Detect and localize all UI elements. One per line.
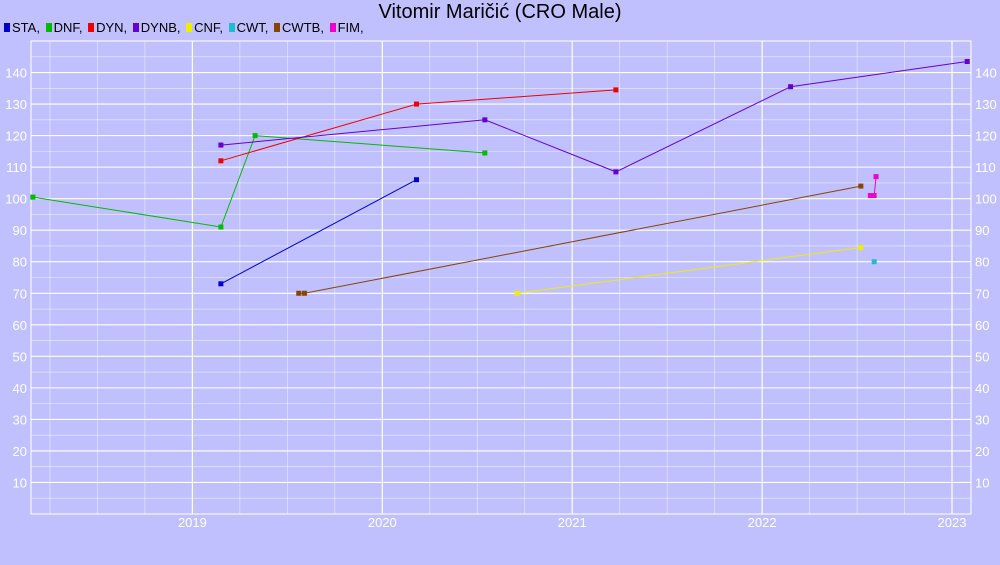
y-tick-label-left: 140 (5, 66, 27, 81)
y-tick-label-right: 110 (975, 160, 996, 175)
data-point-dynb (964, 58, 970, 64)
data-point-dynb (482, 117, 488, 123)
y-tick-label-right: 130 (975, 97, 997, 112)
y-tick-label-left: 100 (5, 192, 27, 207)
data-point-cwt (871, 259, 877, 265)
legend-swatch (274, 23, 281, 32)
data-point-cnf (514, 290, 520, 296)
x-tick-label: 2020 (368, 515, 397, 530)
legend-item-cwtb: CWTB, (274, 20, 328, 35)
data-point-sta (413, 177, 419, 183)
data-point-dynb (218, 142, 224, 148)
data-point-fim (873, 174, 879, 180)
data-point-dnf (482, 150, 488, 156)
data-point-dnf (30, 194, 36, 200)
data-point-cwtb (301, 290, 307, 296)
series-line-cnf (517, 247, 861, 294)
data-point-cwtb (858, 183, 864, 189)
data-point-fim (867, 193, 873, 199)
y-tick-label-right: 120 (975, 129, 997, 144)
data-point-dyn (413, 101, 419, 107)
y-tick-label-left: 50 (13, 349, 27, 364)
data-point-cwtb (296, 290, 302, 296)
legend-label: CWT, (236, 20, 269, 35)
x-tick-label: 2022 (748, 515, 777, 530)
legend-item-fim: FIM, (329, 20, 364, 35)
y-tick-label-left: 30 (13, 412, 27, 427)
y-tick-label-left: 120 (5, 129, 27, 144)
legend-swatch (329, 23, 336, 32)
y-tick-label-left: 70 (13, 286, 27, 301)
legend-item-dynb: DYNB, (132, 20, 184, 35)
y-tick-label-left: 10 (13, 475, 27, 490)
series-line-sta (220, 179, 417, 285)
legend-item-dyn: DYN, (88, 20, 131, 35)
y-tick-label-right: 100 (975, 192, 997, 207)
legend-swatch (45, 23, 52, 32)
legend-label: STA, (12, 20, 40, 35)
data-point-dyn (613, 87, 619, 93)
y-tick-label-left: 60 (13, 318, 27, 333)
y-tick-label-right: 30 (975, 412, 989, 427)
y-tick-label-right: 40 (975, 381, 989, 396)
x-tick-label: 2021 (558, 515, 587, 530)
legend-item-sta: STA, (4, 20, 44, 35)
y-tick-label-left: 90 (13, 223, 27, 238)
legend-swatch (4, 23, 10, 32)
data-point-cnf (858, 245, 864, 251)
y-tick-label-right: 50 (975, 349, 989, 364)
legend-item-cnf: CNF, (186, 20, 227, 35)
y-tick-label-left: 110 (6, 160, 27, 175)
series-line-dnf (32, 135, 485, 228)
legend-swatch (132, 23, 139, 32)
legend-label: DYN, (96, 20, 128, 35)
legend-label: CWTB, (282, 20, 324, 35)
data-point-fim (871, 193, 877, 199)
data-point-dyn (218, 158, 224, 164)
y-tick-label-right: 20 (975, 444, 989, 459)
y-tick-label-left: 130 (5, 97, 27, 112)
y-tick-label-right: 70 (975, 286, 989, 301)
legend: STA, DNF, DYN, DYNB, CNF, CWT, CWTB, FIM… (4, 20, 366, 35)
y-tick-label-right: 90 (975, 223, 989, 238)
y-tick-label-right: 140 (975, 66, 997, 81)
legend-item-dnf: DNF, (45, 20, 87, 35)
legend-swatch (88, 23, 95, 32)
y-tick-label-left: 80 (13, 255, 27, 270)
legend-item-cwt: CWT, (228, 20, 272, 35)
y-tick-label-left: 20 (13, 444, 27, 459)
chart-title: Vitomir Maričić (CRO Male) (378, 1, 622, 23)
x-tick-label: 2023 (938, 515, 967, 530)
y-tick-label-right: 80 (975, 255, 989, 270)
data-point-dynb (613, 169, 619, 175)
legend-label: CNF, (194, 20, 224, 35)
legend-swatch (228, 23, 235, 32)
data-point-dynb (788, 84, 794, 90)
y-tick-label-left: 40 (13, 381, 27, 396)
legend-label: DYNB, (140, 20, 181, 35)
data-point-sta (218, 281, 224, 287)
x-tick-label: 2019 (178, 515, 207, 530)
y-tick-label-right: 10 (975, 475, 989, 490)
data-point-dnf (252, 133, 258, 139)
data-point-dnf (218, 224, 224, 230)
legend-swatch (186, 23, 193, 32)
y-tick-label-right: 60 (975, 318, 989, 333)
legend-label: FIM, (337, 20, 364, 35)
legend-label: DNF, (53, 20, 83, 35)
